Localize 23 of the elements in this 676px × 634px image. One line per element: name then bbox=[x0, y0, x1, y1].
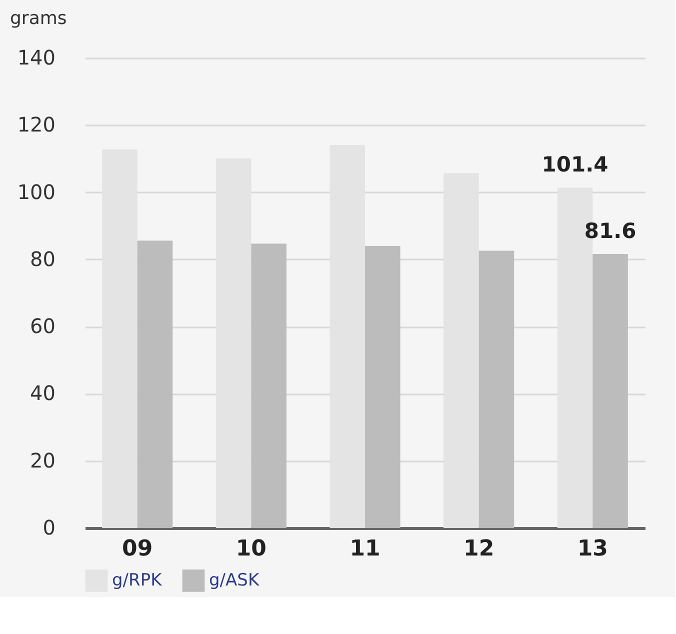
bar bbox=[478, 250, 514, 528]
data-label: 81.6 bbox=[584, 219, 636, 244]
y-axis-title: grams bbox=[10, 8, 67, 29]
y-tick-label: 40 bbox=[30, 381, 56, 406]
x-tick-label: 10 bbox=[236, 536, 266, 562]
y-tick-label: 80 bbox=[30, 246, 56, 271]
legend-label: g/ASK bbox=[209, 570, 260, 591]
bar bbox=[592, 254, 628, 528]
y-tick-label: 0 bbox=[42, 516, 56, 540]
y-tick-label: 120 bbox=[17, 112, 56, 137]
x-tick-label: 12 bbox=[464, 536, 494, 562]
data-label: 101.4 bbox=[542, 152, 608, 177]
x-tick-label: 13 bbox=[577, 536, 608, 562]
y-tick-label: 140 bbox=[17, 46, 56, 70]
y-tick-label: 60 bbox=[30, 314, 56, 338]
bar bbox=[251, 244, 286, 528]
y-tick-label: 100 bbox=[17, 180, 56, 204]
legend-label: g/RPK bbox=[112, 570, 163, 591]
bar bbox=[365, 246, 400, 528]
x-tick-label: 09 bbox=[122, 536, 153, 562]
bar bbox=[137, 240, 173, 528]
x-tick-label: 11 bbox=[350, 536, 380, 562]
y-tick-label: 20 bbox=[30, 448, 56, 472]
